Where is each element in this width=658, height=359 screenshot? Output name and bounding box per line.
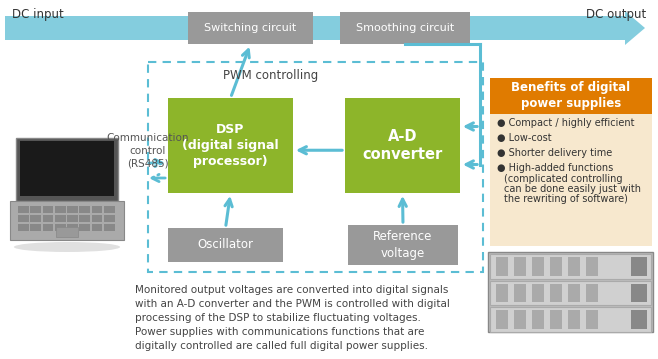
Bar [568,310,580,329]
Bar [30,215,41,222]
Bar [568,257,580,276]
Bar [496,257,508,276]
Text: (complicated controlling: (complicated controlling [504,174,622,184]
Bar [67,215,78,222]
Bar [56,227,78,237]
Bar [91,206,102,213]
Text: ● Compact / highly efficient: ● Compact / highly efficient [497,118,634,128]
Text: ● Low-cost: ● Low-cost [497,133,551,143]
Bar [496,310,508,329]
Bar [104,224,114,231]
Bar [104,206,114,213]
Bar [568,284,580,302]
Bar [490,114,652,246]
Bar [488,252,653,332]
Text: ● Shorter delivery time: ● Shorter delivery time [497,148,612,158]
Text: can be done easily just with: can be done easily just with [504,184,641,194]
Text: DC input: DC input [12,8,64,21]
Bar [20,141,114,196]
Text: PWM controlling: PWM controlling [223,70,318,83]
Bar [514,310,526,329]
Bar [586,284,598,302]
Bar [168,228,283,262]
Bar [550,284,562,302]
Bar [188,12,313,44]
Bar [168,98,293,193]
Bar [348,225,458,265]
Ellipse shape [14,242,120,252]
Text: Smoothing circuit: Smoothing circuit [356,23,454,33]
Text: ● High-added functions: ● High-added functions [497,163,613,173]
Text: Monitored output voltages are converted into digital signals
with an A-D convert: Monitored output voltages are converted … [135,285,450,351]
Bar [631,284,647,302]
Bar [67,206,78,213]
Bar [490,254,651,279]
Bar [43,206,53,213]
Text: Oscillator: Oscillator [197,238,253,252]
Bar [43,215,53,222]
Bar [79,224,90,231]
Bar [79,215,90,222]
Bar [340,12,470,44]
Text: DSP
(digital signal
processor): DSP (digital signal processor) [182,123,279,168]
Bar [586,310,598,329]
Bar [532,257,544,276]
Bar [490,78,652,114]
Bar [550,257,562,276]
Bar [490,281,651,306]
Bar [631,310,647,329]
Bar [148,62,483,272]
Bar [550,310,562,329]
Bar [345,98,460,193]
Bar [16,138,118,201]
Bar [532,284,544,302]
Bar [91,215,102,222]
Bar [55,224,66,231]
Text: the rewriting of software): the rewriting of software) [504,194,628,204]
Bar [55,215,66,222]
Text: DC output: DC output [586,8,646,21]
Bar [10,201,124,240]
Bar [18,215,29,222]
Text: Communication
control
(RS485): Communication control (RS485) [107,133,190,169]
Bar [514,257,526,276]
Bar [18,224,29,231]
Bar [91,224,102,231]
Bar [30,224,41,231]
Bar [490,307,651,332]
Bar [104,215,114,222]
Bar [496,284,508,302]
Text: Switching circuit: Switching circuit [205,23,297,33]
Text: A-D
converter: A-D converter [363,129,443,162]
Bar [79,206,90,213]
Bar [43,224,53,231]
Bar [586,257,598,276]
Bar [631,257,647,276]
Bar [532,310,544,329]
Bar [514,284,526,302]
Bar [30,206,41,213]
Text: Reference
voltage: Reference voltage [373,230,433,260]
Bar [55,206,66,213]
Text: Benefits of digital
power supplies: Benefits of digital power supplies [511,81,630,111]
Bar [18,206,29,213]
Bar [67,224,78,231]
Polygon shape [5,11,645,45]
